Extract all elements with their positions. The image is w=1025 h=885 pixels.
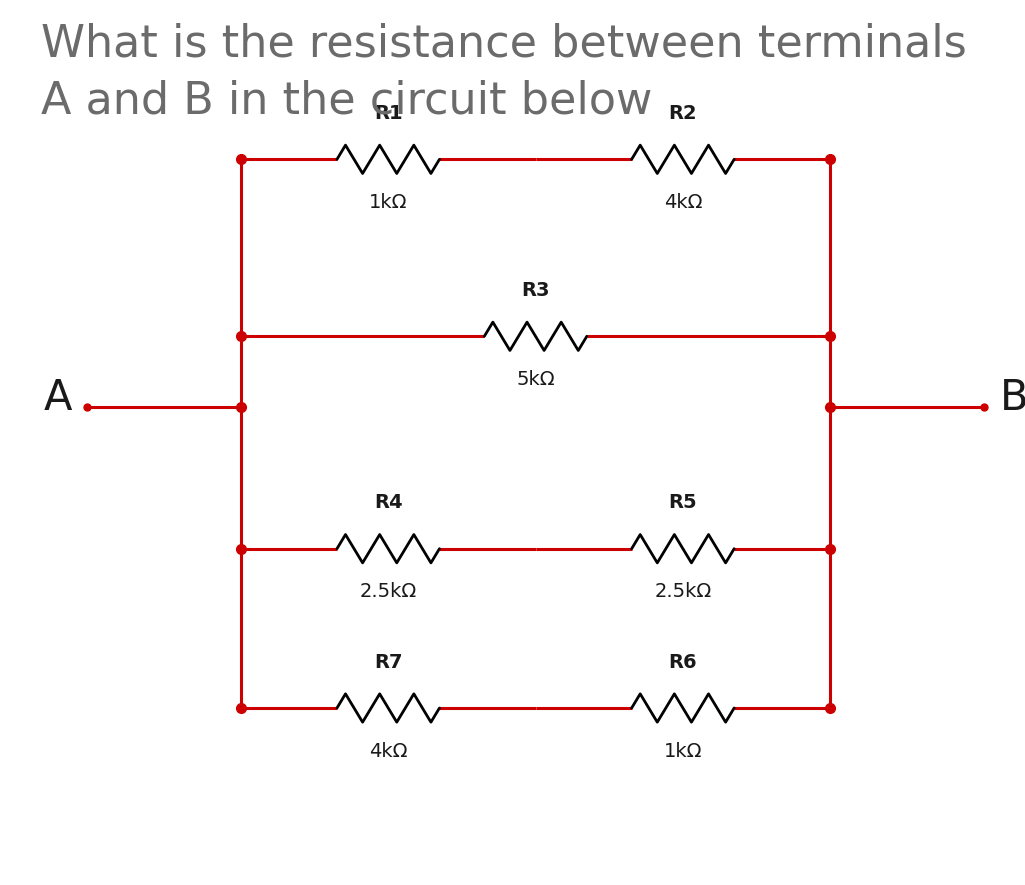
Text: 4kΩ: 4kΩ xyxy=(369,742,408,760)
Text: R4: R4 xyxy=(374,494,403,512)
Text: A and B in the circuit below: A and B in the circuit below xyxy=(41,80,652,123)
Text: R2: R2 xyxy=(668,104,697,123)
Text: R1: R1 xyxy=(374,104,403,123)
Text: R7: R7 xyxy=(374,653,403,672)
Text: What is the resistance between terminals: What is the resistance between terminals xyxy=(41,22,967,65)
Text: 4kΩ: 4kΩ xyxy=(663,193,702,212)
Text: R5: R5 xyxy=(668,494,697,512)
Text: 1kΩ: 1kΩ xyxy=(663,742,702,760)
Text: 1kΩ: 1kΩ xyxy=(369,193,408,212)
Text: R3: R3 xyxy=(522,281,549,300)
Text: 2.5kΩ: 2.5kΩ xyxy=(654,582,711,601)
Text: B: B xyxy=(999,377,1025,419)
Text: 2.5kΩ: 2.5kΩ xyxy=(360,582,417,601)
Text: 5kΩ: 5kΩ xyxy=(517,370,555,389)
Text: A: A xyxy=(43,377,72,419)
Text: R6: R6 xyxy=(668,653,697,672)
